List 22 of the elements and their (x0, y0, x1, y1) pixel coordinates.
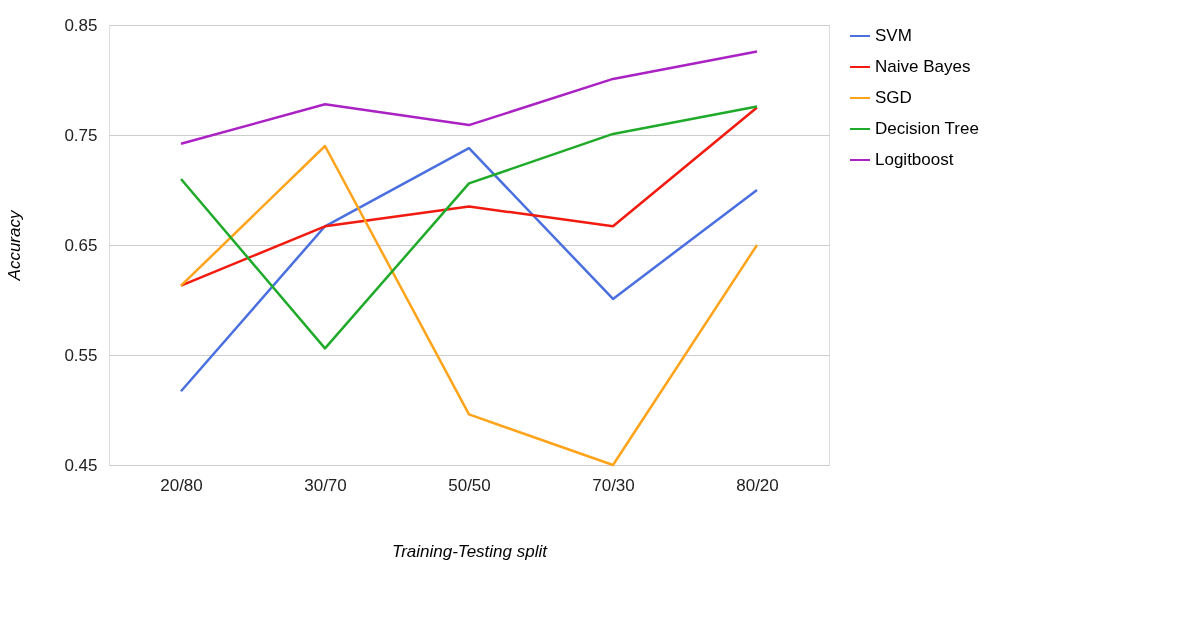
y-tick-label: 0.55 (64, 345, 98, 365)
line-series (179, 50, 759, 146)
line-series (179, 146, 759, 393)
y-tick-label: 0.45 (64, 455, 98, 475)
legend-label: Decision Tree (875, 119, 979, 138)
line-series (179, 105, 759, 350)
legend-label: Logitboost (875, 150, 954, 169)
line-series (179, 106, 759, 287)
y-tick-label: 0.75 (64, 125, 98, 145)
y-axis-title: Accuracy (5, 209, 25, 282)
legend-label: Naive Bayes (875, 57, 971, 76)
x-tick-label: 30/70 (304, 475, 347, 495)
y-tick-label: 0.85 (64, 15, 98, 35)
x-tick-label: 20/80 (160, 475, 203, 495)
x-axis-title: Training-Testing split (392, 541, 549, 561)
x-tick-label: 80/20 (736, 475, 779, 495)
y-tick-label: 0.65 (64, 235, 98, 255)
line-series (179, 144, 759, 467)
legend-label: SVM (875, 26, 912, 45)
legend-label: SGD (875, 88, 912, 107)
x-tick-label: 50/50 (448, 475, 491, 495)
x-tick-label: 70/30 (592, 475, 635, 495)
